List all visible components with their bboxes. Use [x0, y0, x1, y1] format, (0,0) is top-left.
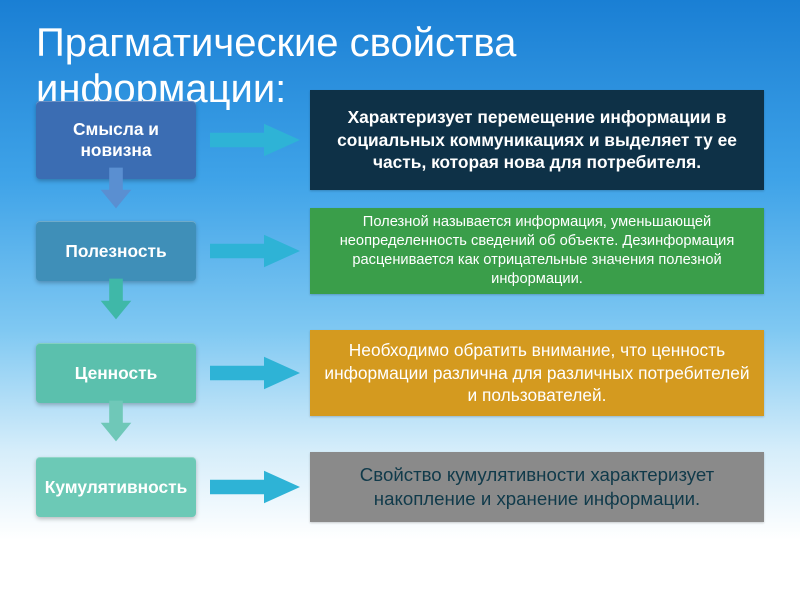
- desc-box-2: Необходимо обратить внимание, что ценнос…: [310, 330, 764, 416]
- arrow-down-icon: [99, 266, 133, 332]
- desc-box-1: Полезной называется информация, уменьшаю…: [310, 208, 764, 294]
- slide: Прагматические свойства информации: Смыс…: [0, 0, 800, 600]
- property-box-3: Кумулятивность: [36, 457, 196, 517]
- diagram: Смысла и новизна Характеризует перемещен…: [36, 90, 764, 582]
- arrow-right-icon: [210, 122, 300, 158]
- arrow-down-icon: [99, 388, 133, 454]
- row-1: Полезность Полезной называется информаци…: [36, 208, 764, 294]
- row-0: Смысла и новизна Характеризует перемещен…: [36, 90, 764, 190]
- arrow-right-icon: [210, 469, 300, 505]
- arrow-down-icon: [99, 166, 133, 210]
- row-3: Кумулятивность Свойство кумулятивности х…: [36, 452, 764, 522]
- arrow-right-icon: [210, 355, 300, 391]
- desc-box-0: Характеризует перемещение информации в с…: [310, 90, 764, 190]
- row-2: Ценность Необходимо обратить внимание, ч…: [36, 330, 764, 416]
- arrow-right-icon: [210, 233, 300, 269]
- desc-box-3: Свойство кумулятивности характеризует на…: [310, 452, 764, 522]
